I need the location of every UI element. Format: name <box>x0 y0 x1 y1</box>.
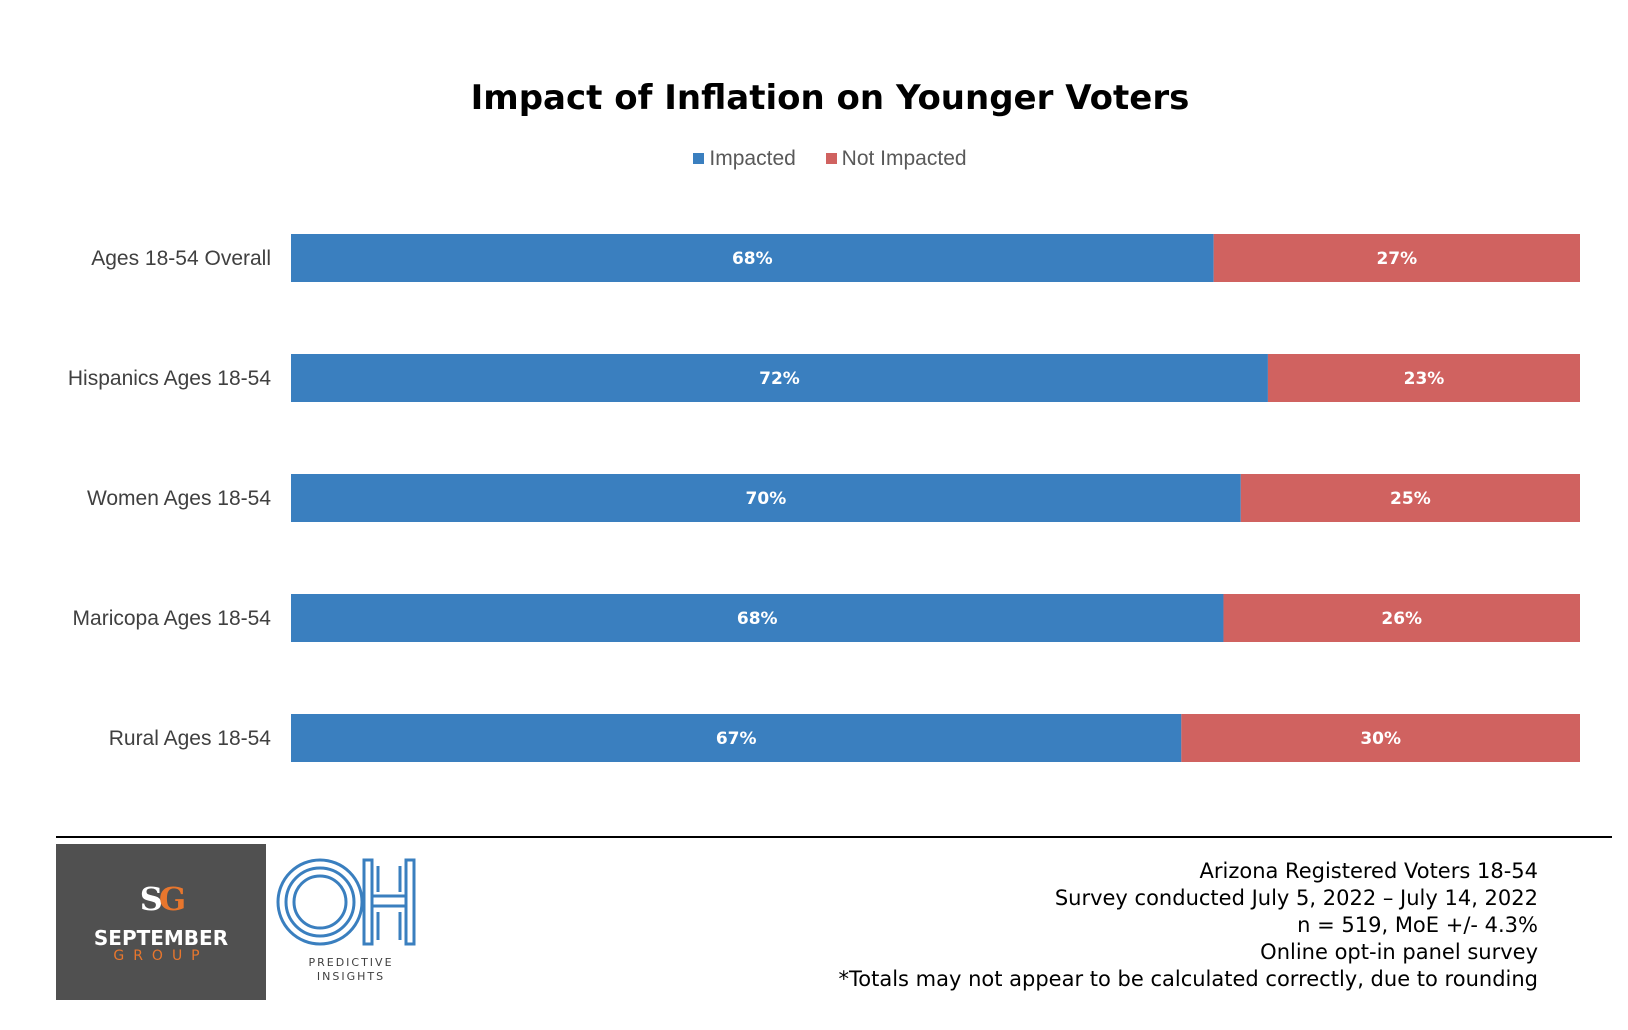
september-group-name: SEPTEMBER <box>93 926 229 950</box>
oh-monogram-icon <box>276 858 416 946</box>
category-label: Women Ages 18-54 <box>87 487 271 510</box>
footer-divider <box>56 836 1612 838</box>
data-label: 27% <box>1376 249 1417 269</box>
note-line: Online opt-in panel survey <box>1260 940 1538 964</box>
legend: Impacted Not Impacted <box>0 146 1628 171</box>
category-label: Maricopa Ages 18-54 <box>73 607 272 630</box>
bar-not-impacted <box>1267 354 1580 402</box>
legend-item-not-impacted: Not Impacted <box>825 146 967 171</box>
bar-not-impacted <box>1213 234 1580 282</box>
legend-swatch-not-impacted <box>825 153 837 164</box>
bar-impacted <box>291 354 1268 402</box>
data-label: 68% <box>737 609 778 629</box>
chart-title: Impact of Inflation on Younger Voters <box>470 78 1190 118</box>
legend-label-not-impacted: Not Impacted <box>841 146 967 170</box>
bar-not-impacted <box>1223 594 1580 642</box>
bar-impacted <box>291 474 1241 522</box>
bar-not-impacted <box>1181 714 1580 762</box>
data-label: 26% <box>1381 609 1422 629</box>
september-group-logo: SG SEPTEMBER GROUP <box>56 844 266 1000</box>
data-label: 72% <box>759 369 800 389</box>
category-label: Rural Ages 18-54 <box>109 727 272 750</box>
bar-impacted <box>291 234 1214 282</box>
category-label: Hispanics Ages 18-54 <box>68 367 271 390</box>
note-line: n = 519, MoE +/- 4.3% <box>1297 913 1538 937</box>
survey-notes: Arizona Registered Voters 18-54 Survey c… <box>838 858 1538 993</box>
september-group-monogram: SG <box>139 880 186 918</box>
data-label: 23% <box>1404 369 1445 389</box>
bar-impacted <box>291 714 1182 762</box>
legend-swatch-impacted <box>693 153 705 164</box>
data-label: 25% <box>1390 489 1431 509</box>
bar-impacted <box>291 594 1224 642</box>
legend-label-impacted: Impacted <box>709 146 796 170</box>
note-line: Survey conducted July 5, 2022 – July 14,… <box>1054 886 1538 910</box>
category-label: Ages 18-54 Overall <box>91 247 271 270</box>
bar-not-impacted <box>1240 474 1580 522</box>
data-label: 67% <box>716 729 757 749</box>
oh-logo-text: PREDICTIVE INSIGHTS <box>308 956 394 983</box>
september-group-sub: GROUP <box>113 948 209 964</box>
bar-chart: Ages 18-54 Overall 68% 27% Hispanics Ages 1… <box>68 234 1580 762</box>
note-line: Arizona Registered Voters 18-54 <box>1199 859 1539 883</box>
data-label: 70% <box>746 489 787 509</box>
data-label: 30% <box>1360 729 1401 749</box>
data-label: 68% <box>732 249 773 269</box>
oh-predictive-insights-logo: PREDICTIVE INSIGHTS <box>276 856 426 992</box>
note-line: *Totals may not appear to be calculated … <box>838 967 1538 991</box>
legend-item-impacted: Impacted <box>693 146 796 171</box>
